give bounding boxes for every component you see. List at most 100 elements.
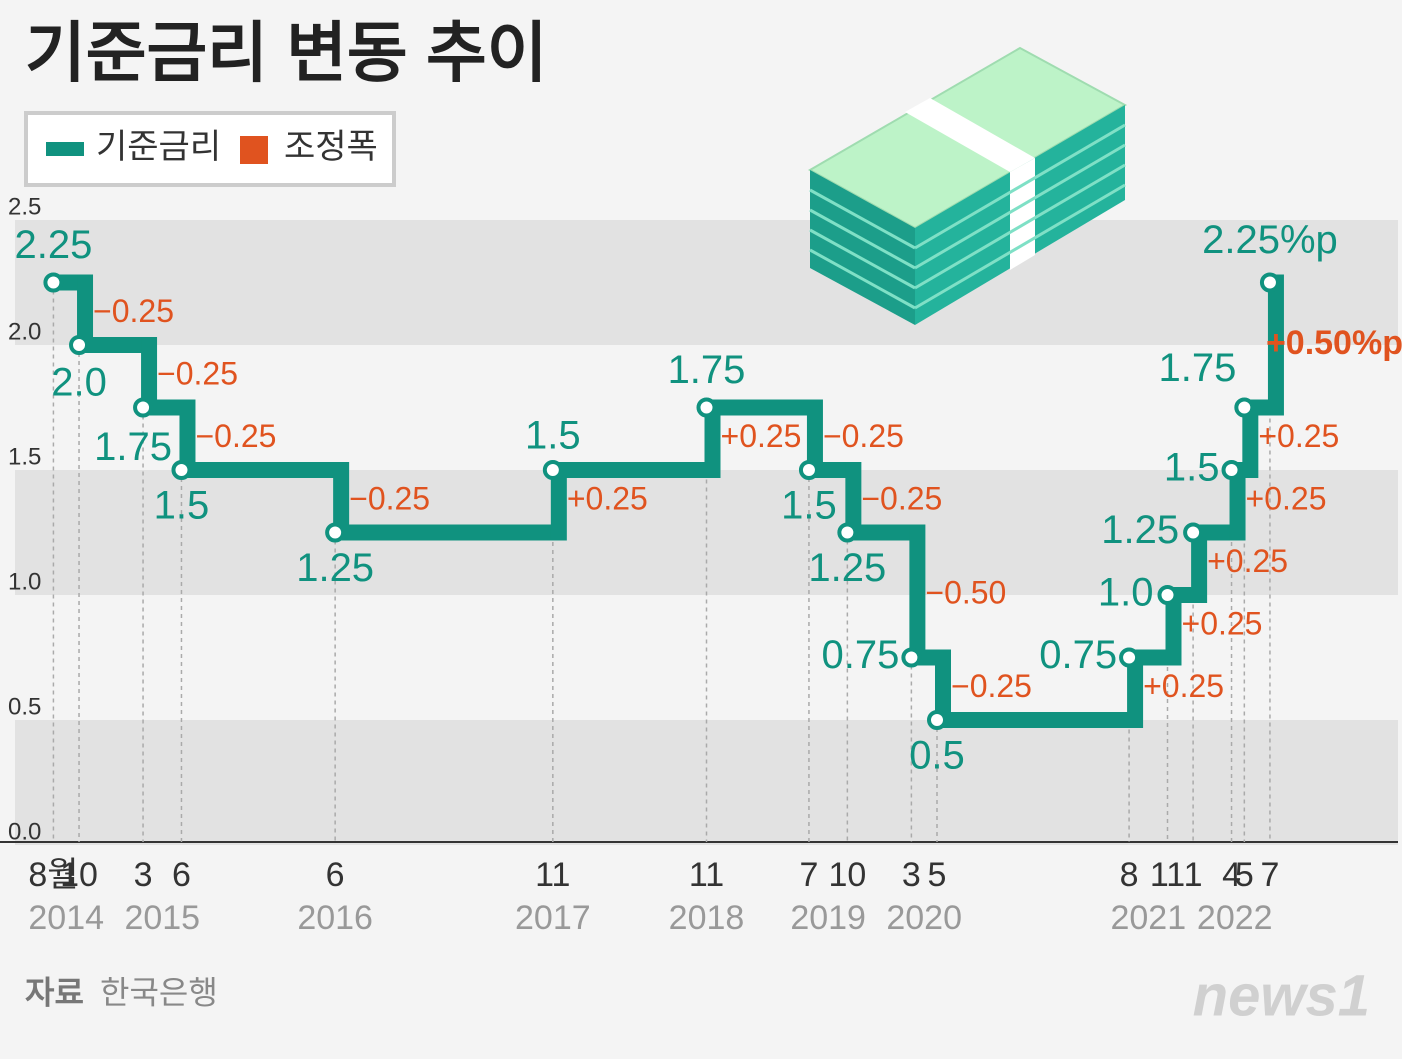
value-label: 1.25: [296, 546, 374, 590]
point: [1119, 647, 1140, 668]
change-label: +0.25: [1246, 481, 1327, 517]
x-tick-label: 10: [60, 856, 98, 894]
change-label: +0.25: [1207, 543, 1288, 579]
step-riser: [935, 649, 951, 728]
chart-title: 기준금리 변동 추이: [25, 15, 547, 89]
change-label: −0.25: [823, 418, 904, 454]
step-riser: [1242, 399, 1259, 478]
value-label: 1.75: [1158, 346, 1236, 390]
value-label: 1.25: [1101, 508, 1179, 552]
step-riser: [1191, 524, 1208, 603]
point: [69, 335, 90, 355]
step-riser: [141, 337, 158, 416]
step-riser: [77, 274, 94, 353]
point: [798, 460, 819, 480]
year-label: 2018: [669, 899, 745, 937]
change-label: −0.50: [925, 574, 1006, 610]
point: [696, 397, 717, 418]
change-label: −0.25: [93, 293, 174, 329]
step-segment: [552, 462, 713, 478]
year-label: 2021: [1110, 899, 1186, 937]
step-riser: [1267, 274, 1284, 416]
x-tick-label: 7: [1260, 856, 1279, 894]
step-riser: [806, 399, 823, 478]
point: [1259, 272, 1280, 293]
logo: news1: [1193, 963, 1370, 1028]
step-riser: [333, 462, 350, 541]
value-label: 2.25: [14, 223, 92, 267]
value-label: 2.0: [51, 361, 107, 405]
legend-swatch: [46, 142, 84, 156]
value-label: 1.75: [94, 425, 172, 469]
x-tick-label: 10: [828, 856, 866, 894]
year-label: 2022: [1197, 899, 1273, 937]
value-label: 1.5: [525, 414, 581, 458]
value-label: 0.75: [822, 633, 900, 677]
value-label: 1.25: [808, 546, 886, 590]
point: [1157, 585, 1178, 605]
source-label: 자료: [25, 974, 84, 1010]
year-label: 2016: [297, 899, 373, 937]
change-label: −0.25: [861, 481, 942, 517]
change-label: −0.25: [195, 418, 276, 454]
step-segment: [1129, 649, 1174, 666]
year-label: 2017: [515, 899, 591, 937]
x-tick-label: 5: [928, 856, 947, 894]
point: [927, 710, 947, 730]
year-label: 2020: [886, 899, 962, 937]
step-segment: [1193, 524, 1238, 541]
legend-box: [24, 111, 396, 187]
source: 한국은행: [100, 974, 218, 1010]
value-label: 1.0: [1098, 571, 1154, 615]
x-tick-label: 7: [799, 856, 818, 894]
change-label: −0.25: [349, 481, 430, 517]
point: [133, 397, 154, 418]
step-riser: [845, 462, 862, 541]
change-label: +0.25: [1258, 418, 1339, 454]
point: [1234, 397, 1255, 418]
y-tick-label: 2.0: [8, 318, 41, 345]
value-label: 1.5: [1164, 446, 1220, 490]
x-tick-label: 11: [1150, 856, 1185, 894]
step-riser: [1229, 462, 1246, 541]
x-tick-label: 6: [172, 856, 191, 894]
legend-label: 조정폭: [284, 128, 378, 166]
step-segment: [181, 462, 342, 478]
year-label: 2015: [124, 899, 200, 937]
y-tick-label: 1.0: [8, 568, 41, 595]
step-segment: [706, 399, 815, 416]
x-tick-label: 3: [134, 856, 153, 894]
money-illustration: [807, 46, 1128, 325]
value-label: 0.75: [1039, 633, 1117, 677]
y-tick-label: 0.5: [8, 693, 41, 720]
point: [1221, 460, 1242, 480]
legend-label: 기준금리: [96, 128, 221, 166]
step-riser: [1127, 649, 1144, 728]
x-tick-label: 8월: [28, 856, 78, 894]
y-tick-label: 0.0: [8, 818, 41, 845]
value-label: 1.5: [781, 484, 837, 528]
x-tick-label: 11: [689, 856, 724, 894]
change-label: +0.25: [567, 481, 648, 517]
x-tick-label: 8: [1120, 856, 1139, 894]
point: [542, 460, 563, 480]
y-tick-label: 1.5: [8, 443, 41, 470]
y-tick-label: 2.5: [8, 193, 41, 220]
point: [837, 522, 858, 543]
year-label: 2019: [790, 899, 866, 937]
change-label: +0.25: [1143, 668, 1224, 704]
point: [171, 460, 192, 480]
x-tick-label: 4: [1222, 856, 1241, 894]
step-riser: [1165, 587, 1182, 666]
step-riser: [909, 524, 926, 666]
point: [325, 522, 346, 543]
step-segment: [335, 524, 559, 541]
value-label: 1.5: [154, 484, 210, 528]
x-tick-label: 6: [326, 856, 345, 894]
step-riser: [550, 462, 567, 541]
x-tick-label: 1: [1184, 856, 1203, 894]
change-label: +0.25: [1182, 606, 1263, 642]
x-tick-label: 11: [535, 856, 570, 894]
x-tick-label: 3: [902, 856, 921, 894]
